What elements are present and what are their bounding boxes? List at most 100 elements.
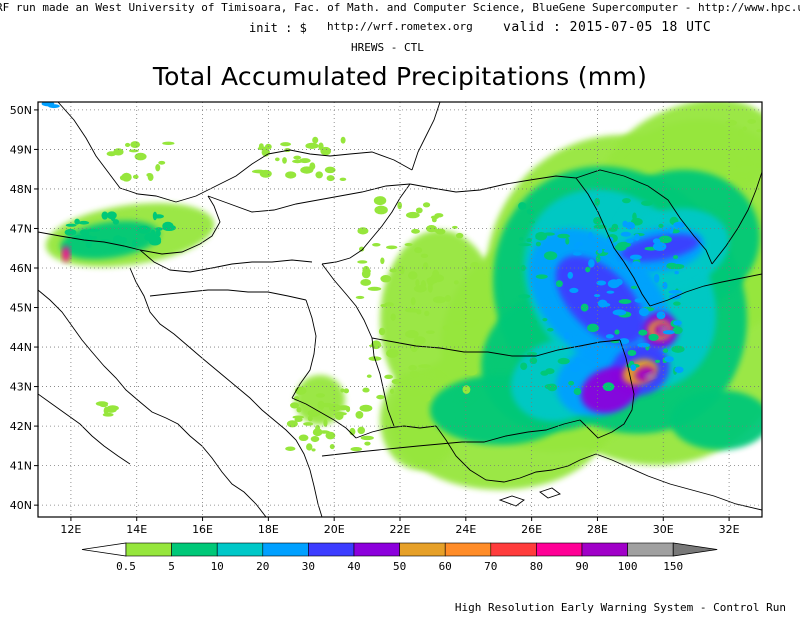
precip-cell xyxy=(310,435,320,443)
precip-cell xyxy=(648,333,659,341)
precip-cell xyxy=(293,155,302,160)
precip-cell xyxy=(540,370,549,376)
precip-cell xyxy=(674,270,679,275)
legend-color-swatch xyxy=(627,542,674,557)
legend-label: 40 xyxy=(347,560,360,573)
lat-label: 43N xyxy=(10,381,32,394)
precip-cell xyxy=(593,294,601,298)
precip-cell xyxy=(632,261,641,268)
precip-cell xyxy=(632,212,637,221)
lat-label: 42N xyxy=(10,420,32,433)
precip-cell xyxy=(567,271,574,279)
init-time-text: init : $ xyxy=(249,21,307,35)
border-poland-ukraine xyxy=(411,102,441,171)
precip-cell xyxy=(575,357,581,364)
precip-cell xyxy=(378,327,386,336)
lon-label: 20E xyxy=(324,523,345,536)
precip-cell xyxy=(529,357,538,365)
lat-label: 49N xyxy=(10,143,32,156)
precip-cell xyxy=(735,140,744,149)
precip-cell xyxy=(733,150,740,155)
precip-cell xyxy=(594,197,600,206)
precip-cell xyxy=(350,446,363,452)
border-croatia-bosnia xyxy=(149,289,307,301)
precip-cell xyxy=(734,157,744,162)
precip-cell xyxy=(389,268,397,273)
border-bulgaria-turkey xyxy=(527,419,581,433)
lat-label: 46N xyxy=(10,262,32,275)
border-austria-hungary xyxy=(139,195,221,255)
precip-cell xyxy=(294,386,307,395)
precip-cell xyxy=(334,412,347,416)
precip-cell xyxy=(518,294,531,299)
precip-cell xyxy=(303,422,314,426)
precip-cell xyxy=(462,385,471,394)
border-serbia-romania xyxy=(321,263,373,339)
legend-color-swatch xyxy=(490,542,537,557)
precip-cell xyxy=(79,229,90,236)
footer-text: High Resolution Early Warning System - C… xyxy=(454,601,786,614)
precip-cell xyxy=(418,364,431,369)
precip-cell xyxy=(662,330,675,335)
precip-cell xyxy=(413,336,426,345)
precip-cell xyxy=(612,309,627,316)
precip-cell xyxy=(520,264,526,272)
precip-cell xyxy=(376,394,385,400)
precip-cell xyxy=(656,311,666,320)
precip-cell xyxy=(673,255,679,260)
precip-cell xyxy=(453,280,459,285)
precip-cell xyxy=(131,239,137,247)
legend-label: 20 xyxy=(256,560,269,573)
precip-cell xyxy=(64,228,77,236)
precip-cell xyxy=(408,390,422,397)
precip-cell xyxy=(360,279,372,286)
lat-label: 40N xyxy=(10,499,32,512)
precip-cell xyxy=(298,434,309,442)
precip-cell xyxy=(619,260,628,265)
precip-cell xyxy=(155,227,163,231)
precip-cell xyxy=(312,428,323,437)
precip-cell xyxy=(543,232,555,236)
precip-cell xyxy=(359,246,365,252)
precip-cell xyxy=(411,228,420,234)
precip-cell xyxy=(285,446,296,451)
precip-cell xyxy=(101,211,109,220)
precip-cell xyxy=(653,242,667,251)
precip-cell xyxy=(386,348,399,358)
precip-cell xyxy=(425,330,435,334)
legend-label: 90 xyxy=(575,560,588,573)
precip-cell xyxy=(673,221,686,228)
precip-cell xyxy=(605,334,614,339)
precip-cell xyxy=(413,285,427,293)
lat-label: 48N xyxy=(10,183,32,196)
border-greece-north xyxy=(321,431,529,457)
precip-cell xyxy=(673,320,682,326)
precip-cell xyxy=(463,266,470,272)
precip-cell xyxy=(518,202,527,210)
precip-cell xyxy=(106,405,119,411)
precip-cell xyxy=(625,238,634,244)
precip-cell xyxy=(672,326,683,335)
precip-cell xyxy=(520,362,528,371)
precip-cell xyxy=(155,229,161,237)
precip-cell xyxy=(124,142,131,147)
precip-cell xyxy=(593,224,607,229)
precip-cell xyxy=(606,290,615,294)
precip-cell xyxy=(557,357,570,365)
legend-color-swatch xyxy=(308,542,355,557)
precip-cell xyxy=(614,329,620,335)
precip-cell xyxy=(575,241,583,247)
balkan-coastline xyxy=(129,267,323,517)
precip-cell xyxy=(740,160,754,166)
precip-cell xyxy=(162,141,175,146)
border-macedonia xyxy=(355,425,437,439)
border-germany-czech xyxy=(57,102,177,203)
precip-cell xyxy=(472,300,478,306)
precip-cell xyxy=(669,226,674,234)
precip-cell xyxy=(444,295,452,302)
precip-cell xyxy=(415,279,420,287)
precip-cell xyxy=(389,388,395,394)
precip-cell xyxy=(673,301,681,306)
precip-cell xyxy=(78,220,90,225)
precip-cell xyxy=(399,265,405,275)
